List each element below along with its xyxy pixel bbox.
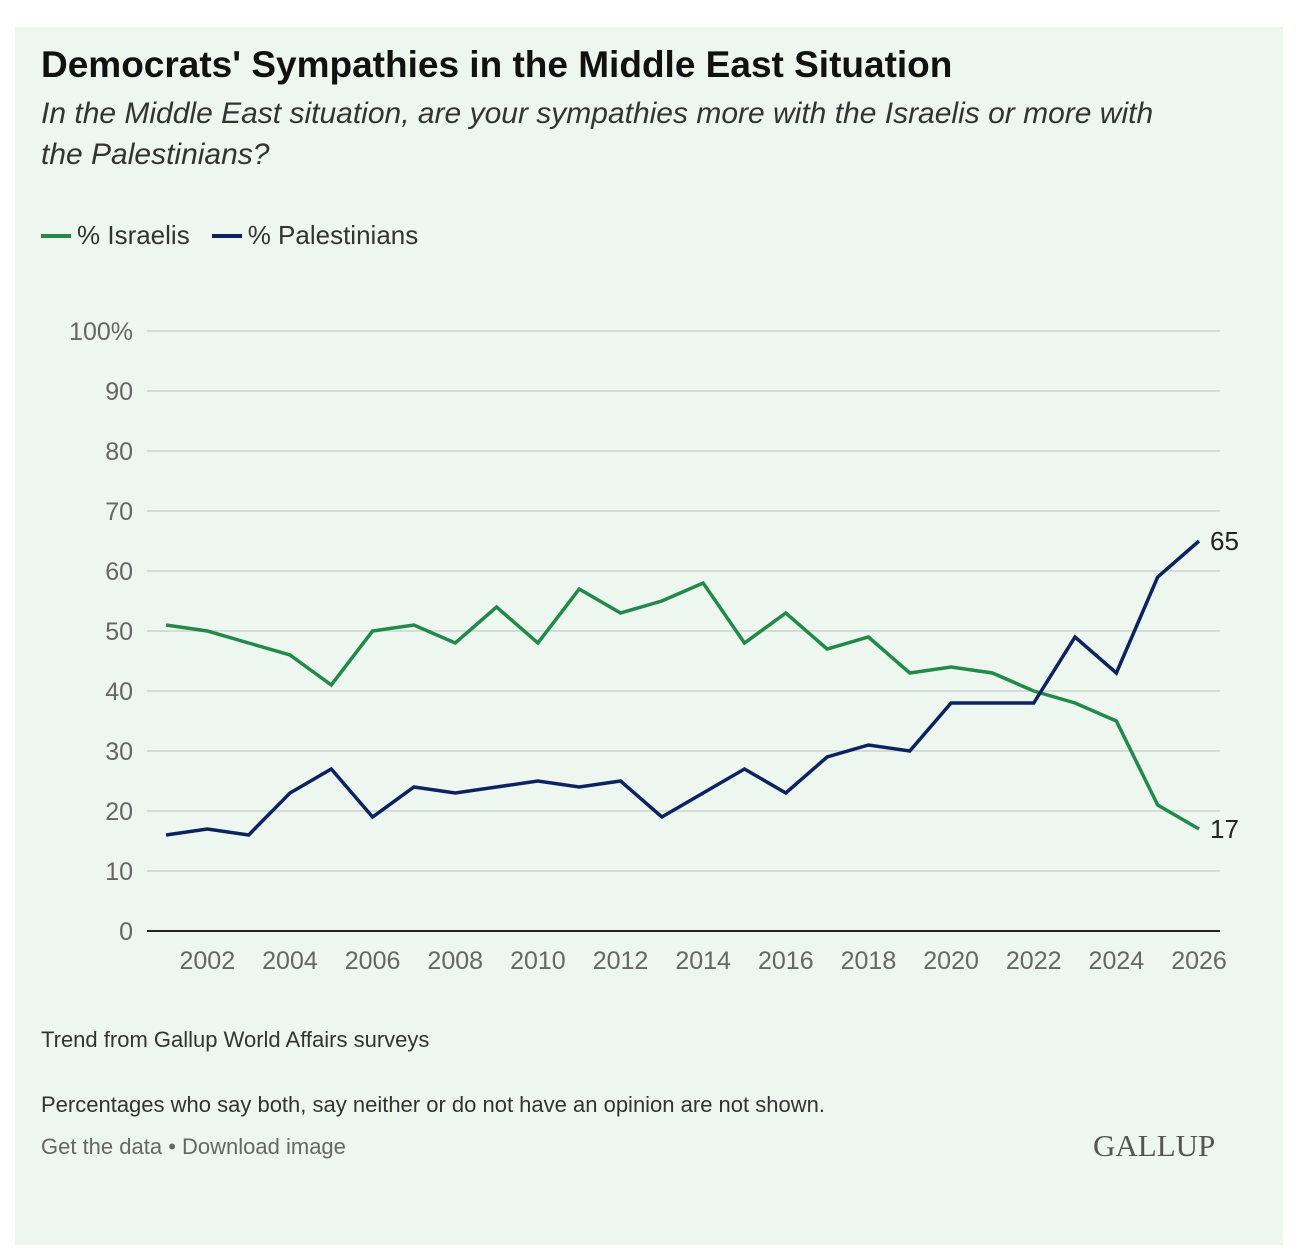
y-tick-label: 30: [105, 738, 133, 766]
x-tick-label: 2006: [345, 947, 401, 975]
legend-swatch-israelis: [41, 233, 71, 238]
legend: % Israelis % Palestinians: [41, 220, 418, 251]
x-tick-label: 2002: [180, 947, 236, 975]
end-data-label: 17: [1210, 814, 1239, 844]
x-tick-label: 2016: [758, 947, 814, 975]
x-tick-label: 2026: [1171, 947, 1227, 975]
y-tick-label: 40: [105, 678, 133, 706]
y-tick-label: 10: [105, 858, 133, 886]
footer-links: Get the data • Download image: [41, 1134, 346, 1160]
x-tick-label: 2008: [427, 947, 483, 975]
series-line-palestinians: [165, 539, 1201, 837]
y-tick-label: 60: [105, 558, 133, 586]
series-line-israelis: [165, 580, 1200, 831]
y-tick-label: 50: [105, 618, 133, 646]
legend-label: % Israelis: [77, 220, 190, 250]
y-tick-label: 70: [105, 498, 133, 526]
y-tick-label: 100%: [69, 318, 133, 346]
separator: •: [162, 1134, 183, 1159]
x-tick-label: 2018: [841, 947, 897, 975]
x-tick-label: 2022: [1006, 947, 1062, 975]
chart-subtitle: In the Middle East situation, are your s…: [41, 97, 1154, 171]
y-tick-label: 20: [105, 798, 133, 826]
source-note: Trend from Gallup World Affairs surveys: [41, 1027, 430, 1052]
x-tick-label: 2024: [1089, 947, 1145, 975]
y-tick-label: 80: [105, 438, 133, 466]
download-image-link[interactable]: Download image: [182, 1134, 346, 1159]
x-tick-label: 2012: [593, 947, 649, 975]
legend-swatch-palestinians: [211, 233, 242, 238]
x-tick-label: 2010: [510, 947, 566, 975]
chart-title: Democrats' Sympathies in the Middle East…: [41, 44, 953, 85]
x-tick-label: 2014: [675, 947, 731, 975]
end-data-label: 65: [1210, 526, 1239, 556]
legend-item-israelis: % Israelis: [41, 220, 190, 251]
caveat-note: Percentages who say both, say neither or…: [41, 1092, 825, 1117]
legend-label: % Palestinians: [247, 220, 419, 250]
legend-item-palestinians: % Palestinians: [211, 220, 419, 251]
x-tick-label: 2004: [262, 947, 318, 975]
x-tick-label: 2020: [923, 947, 979, 975]
gallup-logo: GALLUP: [1093, 1128, 1216, 1163]
y-tick-label: 0: [119, 918, 133, 946]
get-data-link[interactable]: Get the data: [41, 1134, 163, 1159]
y-tick-label: 90: [105, 378, 133, 406]
